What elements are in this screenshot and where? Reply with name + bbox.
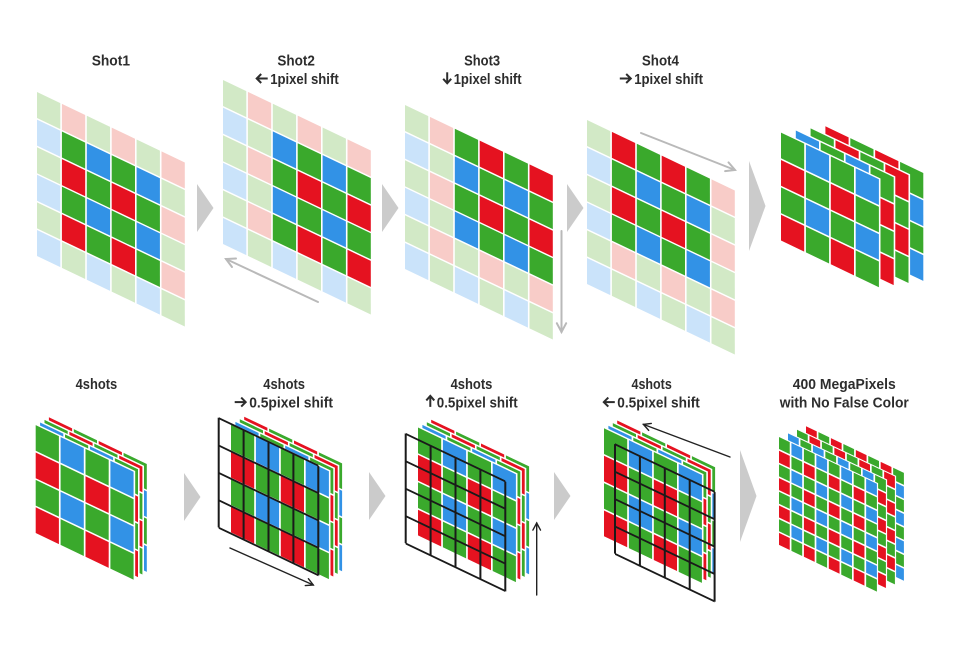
svg-text:4shots: 4shots <box>263 377 305 393</box>
svg-text:4shots: 4shots <box>451 377 493 393</box>
svg-text:with No False Color: with No False Color <box>779 395 909 411</box>
svg-text:Shot2: Shot2 <box>277 54 315 70</box>
svg-text:Shot1: Shot1 <box>92 54 130 70</box>
svg-text:1pixel shift: 1pixel shift <box>270 72 339 88</box>
svg-text:4shots: 4shots <box>76 377 118 393</box>
svg-text:1pixel shift: 1pixel shift <box>634 72 703 88</box>
svg-text:0.5pixel shift: 0.5pixel shift <box>617 395 700 411</box>
svg-text:0.5pixel shift: 0.5pixel shift <box>437 395 518 411</box>
svg-text:400 MegaPixels: 400 MegaPixels <box>793 377 896 393</box>
svg-text:Shot3: Shot3 <box>464 54 500 70</box>
svg-text:0.5pixel shift: 0.5pixel shift <box>249 395 333 411</box>
svg-text:1pixel shift: 1pixel shift <box>454 72 522 88</box>
svg-text:Shot4: Shot4 <box>642 54 679 70</box>
svg-text:4shots: 4shots <box>632 377 672 393</box>
